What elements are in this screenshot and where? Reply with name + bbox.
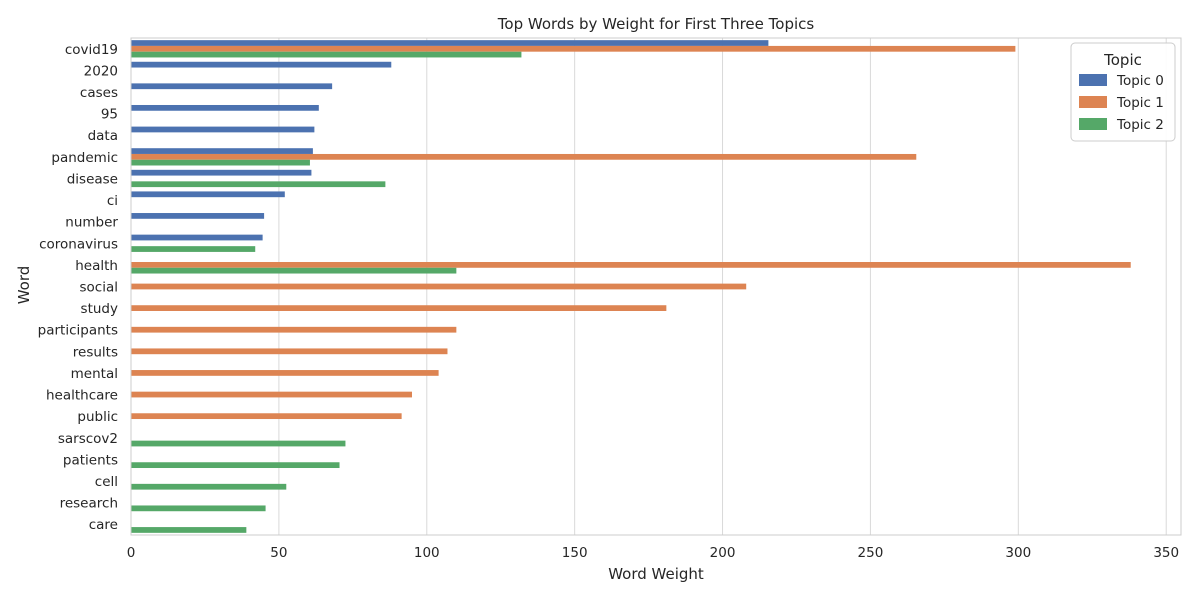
y-tick-label: data [88, 128, 118, 144]
bar-topic-0-disease [131, 169, 312, 176]
y-tick-label: health [75, 258, 118, 274]
bar-topic-2-disease [131, 181, 386, 188]
legend-swatch [1079, 96, 1107, 108]
bar-topic-0-data [131, 126, 315, 133]
legend: Topic Topic 0 Topic 1 Topic 2 [1070, 42, 1176, 142]
bar-topic-2-covid19 [131, 51, 522, 58]
y-tick-label: coronavirus [39, 236, 118, 252]
bar-topic-2-research [131, 505, 266, 512]
y-tick-label: public [77, 409, 118, 425]
bar-topic-2-cell [131, 483, 287, 490]
x-tick-label: 200 [710, 545, 736, 561]
y-tick-label: social [80, 280, 119, 296]
bar-topic-1-healthcare [131, 391, 412, 398]
bar-topic-0-coronavirus [131, 234, 263, 241]
y-axis-label: Word [15, 266, 33, 305]
bar-topic-2-pandemic [131, 159, 310, 166]
x-tick-label: 0 [127, 545, 136, 561]
y-tick-label: number [65, 215, 118, 231]
bars [131, 40, 1131, 533]
bar-topic-1-public [131, 413, 402, 420]
bar-topic-0-cases [131, 83, 333, 90]
y-tick-label: participants [38, 323, 118, 339]
x-tick-label: 150 [562, 545, 588, 561]
legend-frame [1070, 42, 1176, 142]
legend-items: Topic 0 Topic 1 Topic 2 [1079, 73, 1164, 133]
y-tick-label: cell [95, 474, 118, 490]
y-tick-label: research [60, 496, 118, 512]
x-axis-label: Word Weight [608, 565, 704, 583]
x-tick-label: 350 [1153, 545, 1179, 561]
y-tick-label: care [89, 517, 118, 533]
bar-topic-0-2020 [131, 61, 392, 68]
bar-topic-1-pandemic [131, 153, 917, 160]
bar-topic-2-patients [131, 462, 340, 469]
legend-title: Topic [1103, 51, 1142, 69]
bar-topic-1-participants [131, 326, 457, 333]
bar-topic-1-health [131, 262, 1131, 268]
y-tick-label: patients [63, 452, 118, 468]
bar-topic-2-coronavirus [131, 246, 256, 252]
bar-topic-0-pandemic [131, 148, 313, 154]
x-tick-label: 100 [414, 545, 440, 561]
y-tick-label: healthcare [46, 388, 118, 404]
y-tick-label: 95 [101, 107, 118, 123]
bar-topic-2-sarscov2 [131, 440, 346, 447]
legend-label: Topic 0 [1116, 73, 1164, 89]
legend-swatch [1079, 118, 1107, 130]
y-tick-label: mental [71, 366, 118, 382]
y-tick-label: covid19 [65, 42, 118, 58]
legend-label: Topic 1 [1116, 95, 1164, 111]
bar-topic-1-study [131, 305, 667, 311]
plot-frame [130, 37, 1182, 536]
y-tick-label: sarscov2 [58, 431, 118, 447]
chart-title: Top Words by Weight for First Three Topi… [497, 15, 815, 33]
x-tick-label: 50 [270, 545, 287, 561]
bar-topic-0-number [131, 213, 265, 219]
bar-topic-1-mental [131, 370, 439, 376]
y-tick-label: results [73, 344, 118, 360]
x-tick-label: 300 [1005, 545, 1031, 561]
y-tick-label: cases [80, 85, 118, 101]
bar-topic-2-health [131, 267, 457, 274]
bar-topic-1-covid19 [131, 45, 1016, 52]
axes: 0 50 100 150 200 250 300 350 covid19 2020 cases 95 d… [38, 37, 1182, 561]
bar-topic-0-covid19 [131, 40, 769, 46]
legend-swatch [1079, 74, 1107, 86]
bar-topic-0-ci [131, 191, 285, 198]
x-tick-label: 250 [858, 545, 884, 561]
bar-topic-0-95 [131, 104, 319, 111]
y-tick-label: pandemic [51, 150, 118, 166]
y-tick-label: 2020 [84, 63, 118, 79]
y-tick-label: study [81, 301, 118, 317]
y-tick-label: ci [107, 193, 118, 209]
bar-topic-2-care [131, 527, 247, 533]
y-tick-label: disease [67, 171, 118, 187]
bar-topic-1-results [131, 348, 448, 355]
bar-topic-1-social [131, 283, 747, 290]
legend-label: Topic 2 [1116, 117, 1164, 133]
